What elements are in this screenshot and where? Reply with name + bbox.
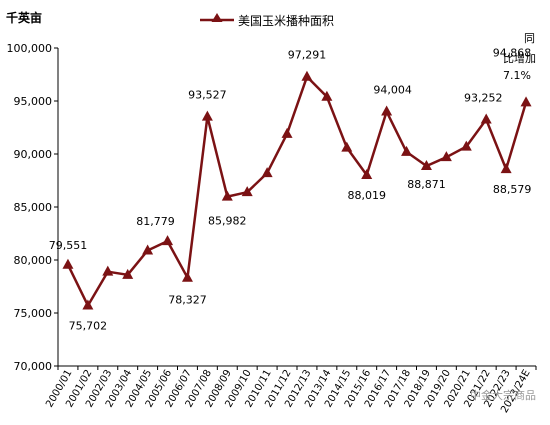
data-label: 88,579 [493, 183, 532, 196]
data-point-marker [420, 159, 432, 170]
data-point-marker [381, 105, 393, 116]
y-tick-label: 90,000 [14, 148, 53, 161]
data-point-marker [401, 145, 413, 156]
data-label: 97,291 [288, 49, 327, 62]
y-tick-label: 75,000 [14, 307, 53, 320]
y-tick-label: 80,000 [14, 254, 53, 267]
y-unit-label: 千英亩 [6, 10, 42, 25]
annotation-line-3: 7.1% [503, 69, 531, 82]
data-label: 75,702 [69, 320, 108, 333]
data-point-marker [321, 90, 333, 101]
data-point-marker [102, 265, 114, 276]
data-label: 88,871 [407, 178, 446, 191]
series-line [66, 75, 528, 307]
data-label: 81,779 [136, 215, 175, 228]
data-label: 94,868 [493, 46, 532, 59]
data-label: 88,019 [347, 189, 386, 202]
data-point-marker [361, 168, 373, 179]
data-point-marker [221, 190, 233, 201]
y-tick-label: 100,000 [7, 42, 53, 55]
axes: 70,000 75,000 80,000 85,000 90,000 95,000 100,… [7, 42, 537, 415]
data-point-marker [62, 258, 74, 269]
data-label: 93,527 [188, 89, 227, 102]
data-label: 93,252 [464, 92, 503, 105]
data-point-marker [142, 244, 154, 255]
data-point-marker [261, 167, 273, 178]
y-tick-label: 70,000 [14, 360, 53, 373]
annotation-line-1: 同 [524, 32, 535, 45]
y-tick-label: 85,000 [14, 201, 53, 214]
watermark-text: 中金大宗商品 [470, 388, 536, 402]
data-point-marker [281, 127, 293, 138]
data-point-marker [480, 113, 492, 124]
data-point-marker [162, 235, 174, 246]
data-point-marker [460, 140, 472, 151]
data-point-marker [122, 268, 134, 279]
data-point-marker [500, 163, 512, 174]
data-point-marker [201, 110, 213, 121]
data-point-marker [341, 141, 353, 152]
data-point-marker [82, 299, 94, 310]
data-point-marker [520, 96, 532, 107]
legend: 美国玉米播种面积 [200, 13, 334, 28]
data-point-marker [241, 186, 253, 197]
data-label: 85,982 [208, 215, 247, 228]
series-layer [62, 70, 532, 310]
legend-label: 美国玉米播种面积 [238, 14, 334, 28]
legend-triangle-marker [211, 13, 223, 22]
data-label: 78,327 [168, 294, 207, 307]
yoy-annotation: 同 比增加 7.1% [503, 32, 536, 82]
data-point-marker [181, 271, 193, 282]
data-label: 79,551 [49, 239, 88, 252]
data-labels-layer: 79,551 75,702 81,779 78,327 93,527 85,982 97,2… [49, 46, 532, 332]
annotation-line-2: 比增加 [503, 51, 536, 65]
data-point-marker [440, 151, 452, 162]
data-point-marker [301, 70, 313, 81]
y-tick-label: 95,000 [14, 95, 53, 108]
data-label: 94,004 [373, 84, 412, 97]
